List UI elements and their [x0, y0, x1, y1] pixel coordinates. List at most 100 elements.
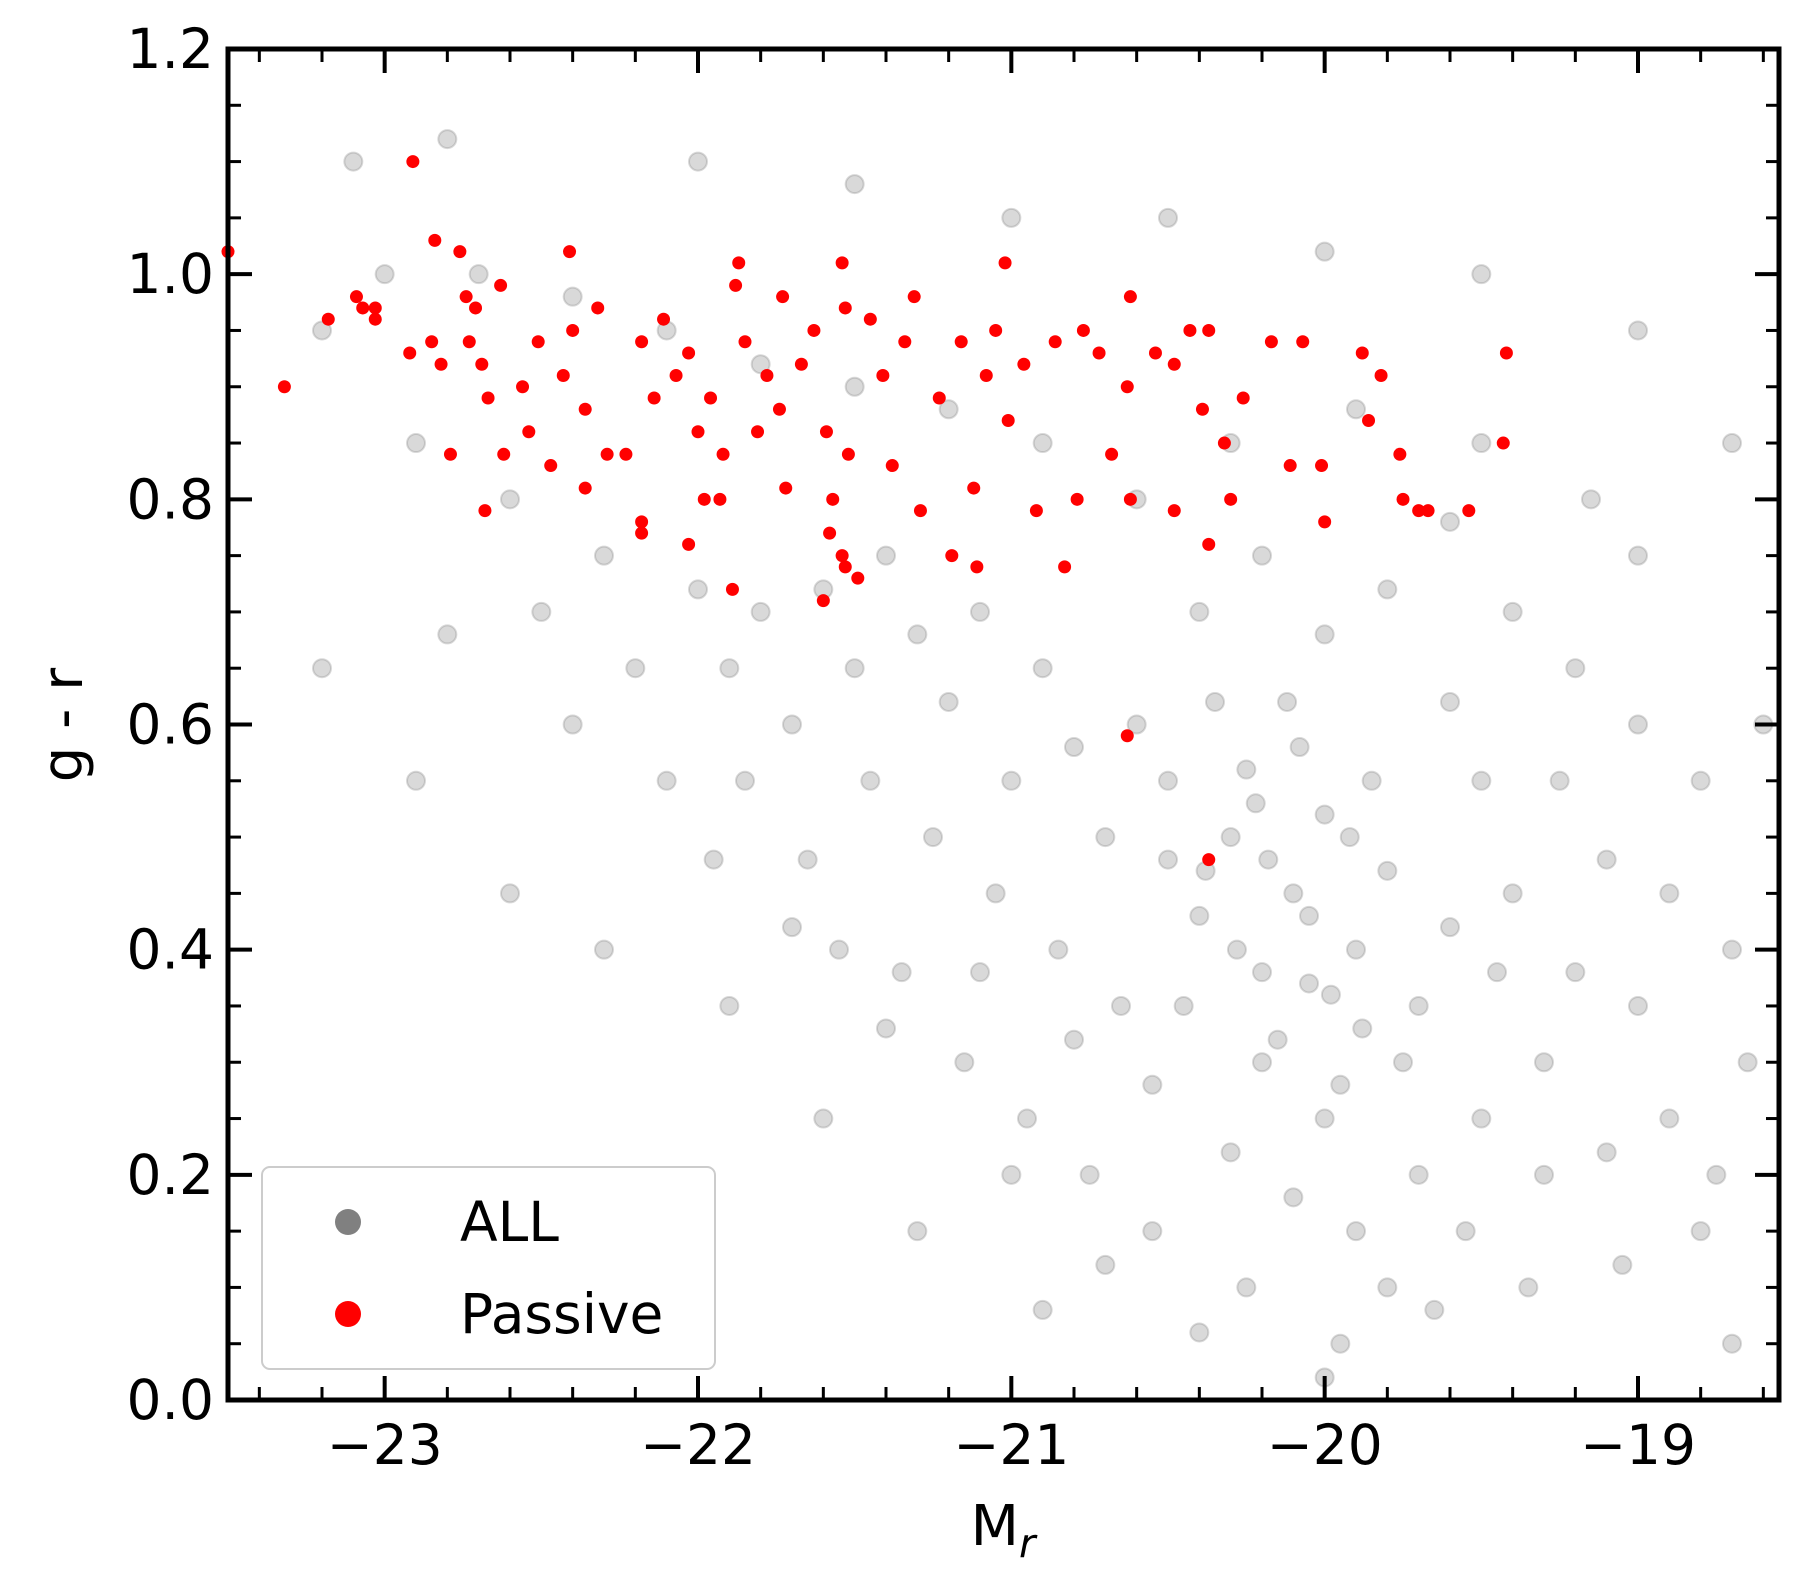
data-point [1314, 624, 1335, 645]
data-point [816, 594, 830, 608]
data-point [406, 155, 420, 169]
data-point [594, 545, 614, 566]
data-point [970, 601, 990, 622]
data-point [719, 658, 740, 679]
data-point [1299, 905, 1319, 926]
data-point [556, 368, 570, 382]
x-tick-label: −21 [953, 1413, 1069, 1477]
data-point [497, 447, 511, 461]
data-point [1236, 391, 1250, 405]
data-point [1189, 601, 1210, 622]
data-point [1120, 380, 1134, 394]
data-point [1167, 357, 1181, 371]
data-point [1581, 489, 1601, 510]
y-tick-label: 0.6 [127, 693, 214, 757]
y-tick-label: 1.2 [127, 17, 214, 81]
data-point [1202, 537, 1216, 551]
data-point [1029, 504, 1043, 518]
data-point [1455, 1221, 1476, 1242]
data-point [578, 481, 592, 495]
data-point [1001, 1164, 1022, 1185]
data-point [797, 849, 818, 870]
data-point [1289, 737, 1310, 758]
data-point [1245, 793, 1266, 814]
data-point [1142, 1221, 1163, 1242]
data-point [1217, 436, 1231, 450]
data-point [343, 151, 364, 172]
data-point [1487, 962, 1507, 983]
data-point [898, 335, 912, 349]
data-point [1315, 459, 1329, 473]
data-point [500, 489, 520, 510]
data-point [819, 425, 833, 439]
data-point [1346, 1221, 1366, 1242]
y-tick-label: 0.4 [127, 918, 214, 982]
data-point [876, 1018, 896, 1039]
data-point [1471, 770, 1492, 791]
data-point [425, 335, 439, 349]
data-point [1095, 827, 1116, 848]
data-point [725, 582, 739, 596]
data-point [475, 357, 489, 371]
data-point [403, 346, 417, 360]
data-point [1518, 1277, 1539, 1298]
x-tick-label: −22 [640, 1413, 756, 1477]
data-point [1314, 241, 1335, 262]
data-point [531, 335, 545, 349]
series-1 [221, 155, 1513, 867]
data-point [703, 849, 724, 870]
data-point [1220, 1142, 1241, 1163]
data-point [1224, 492, 1238, 506]
data-point [691, 425, 705, 439]
data-point [750, 354, 771, 375]
data-point [1628, 545, 1648, 566]
data-point [1252, 1052, 1272, 1073]
data-point [1408, 1164, 1429, 1185]
data-point [1017, 357, 1031, 371]
data-point [368, 312, 382, 326]
data-point [851, 571, 865, 585]
y-tick-label: 1.0 [127, 242, 214, 306]
x-tick-label: −20 [1267, 1413, 1383, 1477]
data-point [1264, 335, 1278, 349]
data-point [713, 492, 727, 506]
data-point [669, 368, 683, 382]
data-point [566, 323, 580, 337]
x-tick-label: −19 [1580, 1413, 1696, 1477]
data-point [835, 549, 849, 563]
data-point [1534, 1052, 1554, 1073]
data-point [716, 447, 730, 461]
data-point [1048, 335, 1062, 349]
data-point [979, 368, 993, 382]
data-point [682, 537, 696, 551]
data-point [970, 560, 984, 574]
data-point [1058, 560, 1072, 574]
data-point [1236, 759, 1257, 780]
data-point [1032, 1299, 1053, 1320]
data-point [844, 376, 865, 397]
data-point [998, 256, 1012, 270]
data-point [635, 526, 649, 540]
data-point [1628, 714, 1648, 735]
data-point [1202, 323, 1216, 337]
data-point [776, 290, 790, 304]
data-point [760, 368, 774, 382]
data-point [1377, 1277, 1398, 1298]
data-point [1346, 399, 1366, 420]
data-point [913, 504, 927, 518]
data-point [1339, 827, 1360, 848]
data-point [544, 459, 558, 473]
data-point [1659, 1108, 1680, 1129]
data-point [826, 492, 840, 506]
data-point [938, 399, 959, 420]
data-point [923, 827, 943, 848]
series-0 [312, 129, 1774, 1388]
data-point [835, 256, 849, 270]
legend-box [261, 1166, 716, 1370]
x-label-sub: r [1019, 1521, 1038, 1567]
y-tick-label: 0.8 [127, 467, 214, 531]
data-point [428, 233, 442, 247]
data-point [1421, 504, 1435, 518]
